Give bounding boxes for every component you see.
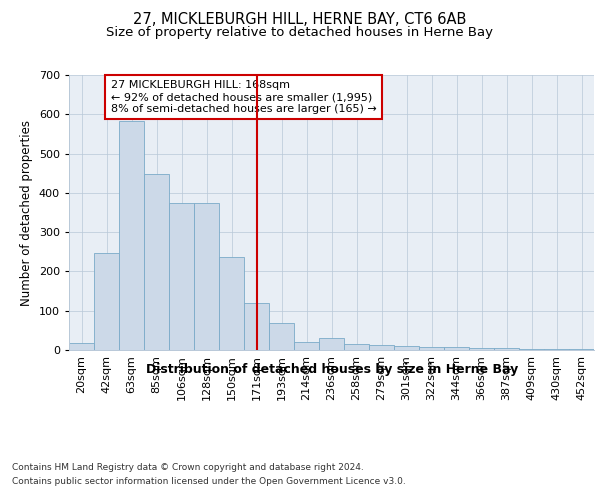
Bar (444, 347, 469, 350)
Bar (494, 348, 519, 350)
Bar (544, 349, 569, 350)
Bar (244, 303, 269, 350)
Bar (419, 347, 444, 350)
Bar (219, 258, 244, 350)
Text: Distribution of detached houses by size in Herne Bay: Distribution of detached houses by size … (146, 362, 518, 376)
Bar (294, 342, 319, 350)
Text: 27 MICKLEBURGH HILL: 168sqm
← 92% of detached houses are smaller (1,995)
8% of s: 27 MICKLEBURGH HILL: 168sqm ← 92% of det… (111, 80, 377, 114)
Bar (469, 348, 494, 350)
Bar (69, 343, 94, 350)
Bar (119, 121, 144, 350)
Text: Contains public sector information licensed under the Open Government Licence v3: Contains public sector information licen… (12, 478, 406, 486)
Bar (394, 346, 419, 350)
Y-axis label: Number of detached properties: Number of detached properties (20, 120, 33, 306)
Bar (319, 338, 344, 350)
Text: 27, MICKLEBURGH HILL, HERNE BAY, CT6 6AB: 27, MICKLEBURGH HILL, HERNE BAY, CT6 6AB (133, 12, 467, 28)
Bar (169, 202, 194, 350)
Bar (344, 344, 369, 350)
Bar (369, 346, 394, 350)
Bar (94, 252, 119, 350)
Bar (194, 202, 219, 350)
Text: Size of property relative to detached houses in Herne Bay: Size of property relative to detached ho… (107, 26, 493, 39)
Bar (269, 324, 294, 350)
Text: Contains HM Land Registry data © Crown copyright and database right 2024.: Contains HM Land Registry data © Crown c… (12, 462, 364, 471)
Bar (519, 349, 544, 350)
Bar (569, 349, 594, 350)
Bar (144, 174, 169, 350)
